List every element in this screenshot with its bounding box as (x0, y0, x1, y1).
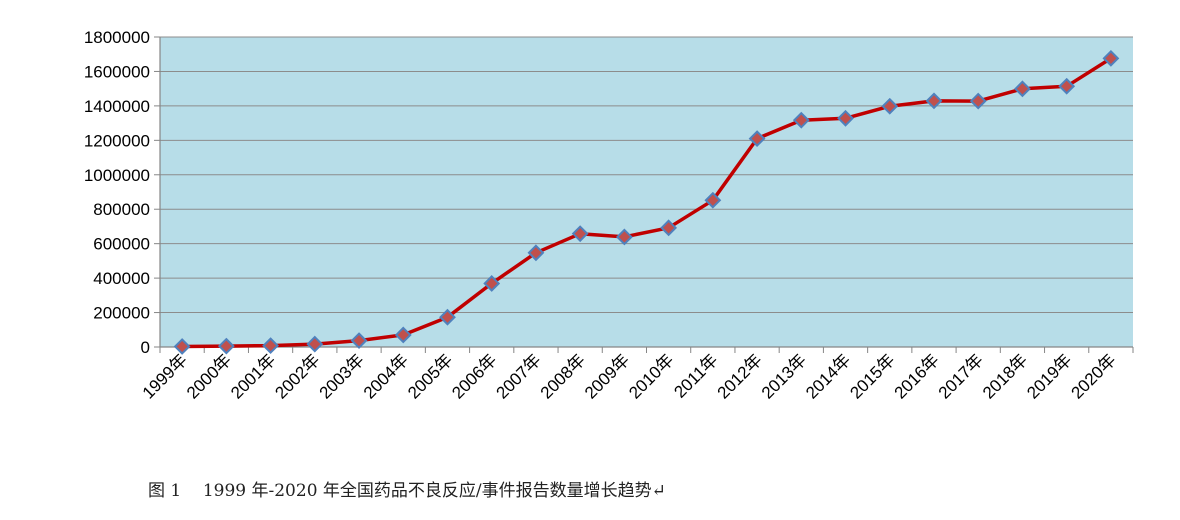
data-point (483, 275, 501, 292)
data-markers (173, 49, 1120, 355)
y-tick-label: 1400000 (84, 97, 150, 116)
data-point (571, 225, 589, 243)
gridlines (160, 36, 1133, 314)
data-point (173, 338, 191, 355)
data-point (350, 332, 368, 350)
x-tick-label: 1999年 (139, 350, 191, 402)
x-tick-label: 2005年 (404, 350, 456, 402)
x-tick-label: 2004年 (360, 350, 412, 402)
data-point (792, 111, 810, 129)
data-point (615, 228, 633, 246)
data-point (1058, 77, 1076, 95)
y-axis-ticks: 0 200000 400000 600000 800000 1000000 1200000 1… (84, 28, 160, 357)
data-point (439, 308, 456, 326)
x-tick-label: 2006年 (448, 350, 500, 402)
data-point (881, 97, 899, 115)
x-tick-label: 2014年 (802, 350, 854, 402)
x-tick-label: 2012年 (714, 350, 766, 402)
x-tick-label: 2008年 (537, 350, 589, 402)
data-point (837, 109, 854, 127)
y-tick-label: 0 (141, 338, 150, 357)
x-tick-label: 2001年 (227, 350, 279, 402)
data-point (262, 337, 279, 355)
y-tick-label: 1000000 (84, 166, 150, 185)
x-axis-ticks: 1999年2000年2001年2002年2003年2004年2005年2006年… (139, 347, 1134, 403)
data-point (748, 130, 766, 148)
data-point (1014, 80, 1031, 98)
x-tick-label: 2010年 (625, 350, 677, 402)
y-tick-label: 800000 (93, 200, 150, 219)
x-tick-label: 2020年 (1068, 350, 1120, 402)
x-tick-label: 2017年 (935, 350, 987, 402)
x-tick-label: 2000年 (183, 350, 235, 402)
y-tick-label: 600000 (93, 235, 150, 254)
data-point (217, 337, 235, 355)
data-point (660, 219, 678, 237)
y-tick-label: 1200000 (84, 131, 150, 150)
x-tick-label: 2016年 (891, 350, 943, 402)
x-tick-label: 2013年 (758, 350, 810, 402)
x-tick-label: 2015年 (846, 350, 898, 402)
series-line (180, 56, 1113, 349)
plot-area (160, 37, 1133, 347)
y-tick-label: 1800000 (84, 28, 150, 47)
x-tick-label: 2007年 (493, 350, 545, 402)
data-point (969, 92, 987, 110)
data-point (1102, 49, 1120, 67)
figure-caption: 图 1 1999 年-2020 年全国药品不良反应/事件报告数量增长趋势↵ (148, 481, 666, 501)
x-tick-label: 2019年 (1023, 350, 1075, 402)
y-tick-label: 200000 (93, 304, 150, 323)
data-point (394, 326, 412, 344)
x-tick-label: 2003年 (316, 350, 368, 402)
series (180, 56, 1113, 349)
data-point (925, 92, 943, 110)
line-chart: 0 200000 400000 600000 800000 1000000 1200000 1… (84, 28, 1134, 403)
data-point (527, 244, 545, 262)
data-point (306, 335, 324, 353)
chart: 0 200000 400000 600000 800000 1000000 1200000 1… (84, 28, 1134, 403)
x-tick-label: 2011年 (670, 350, 721, 401)
x-tick-label: 2002年 (271, 350, 323, 402)
y-tick-label: 1600000 (84, 62, 150, 81)
x-tick-label: 2018年 (979, 350, 1031, 402)
data-point (704, 191, 722, 209)
x-tick-label: 2009年 (581, 350, 633, 402)
y-tick-label: 400000 (93, 269, 150, 288)
